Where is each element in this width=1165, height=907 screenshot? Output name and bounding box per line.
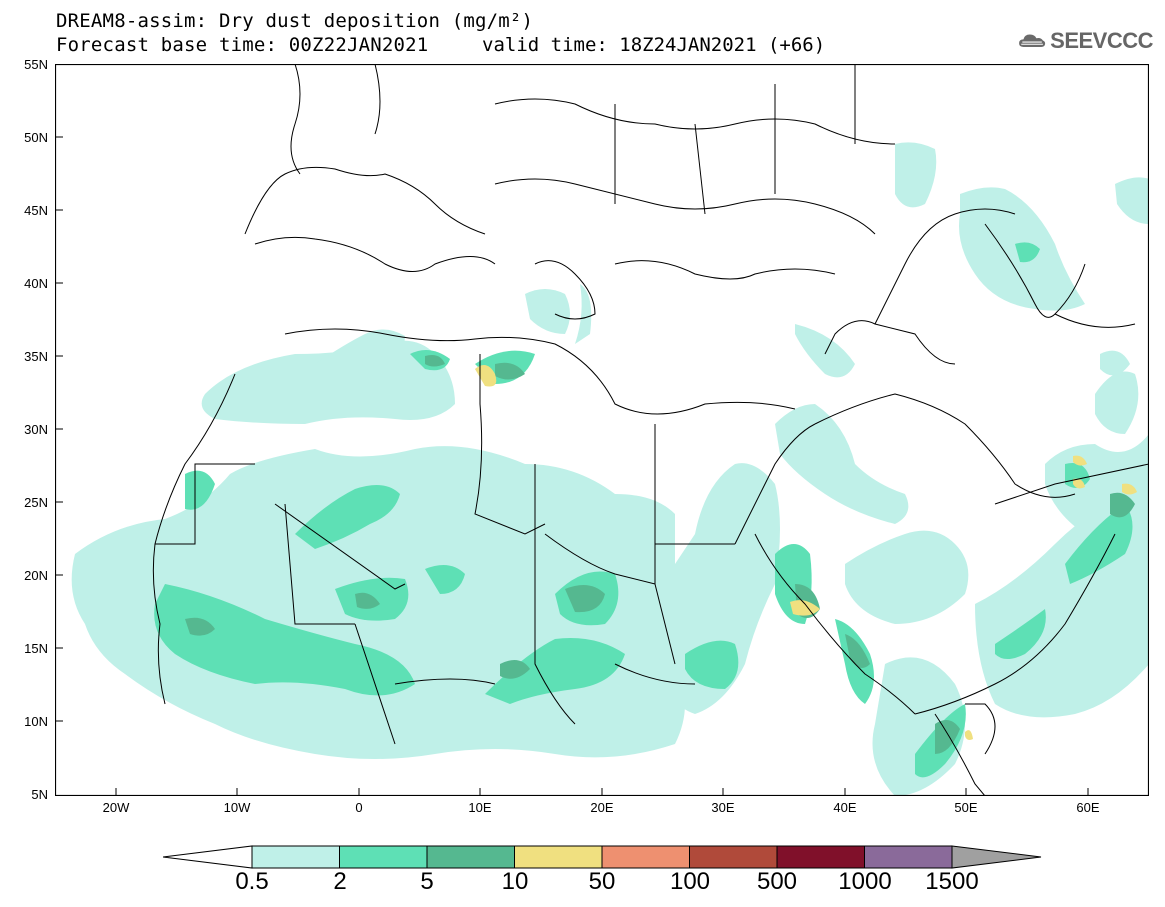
lat-label: 55N [24, 57, 48, 72]
map-title: DREAM8-assim: Dry dust deposition (mg/m²… [56, 10, 534, 32]
colorbar-label: 500 [756, 868, 798, 895]
lat-label: 5N [31, 787, 48, 802]
colorbar-label: 0.5 [235, 868, 269, 895]
cloud-icon [1019, 34, 1046, 47]
colorbar-label: 1500 [925, 868, 979, 895]
lat-label: 40N [24, 276, 48, 291]
colorbar-swatch [601, 845, 690, 869]
lon-label: 50E [954, 800, 978, 815]
lat-label: 15N [24, 641, 48, 656]
lon-label: 20W [102, 800, 130, 815]
lat-label: 45N [24, 203, 48, 218]
lon-label: 10E [468, 800, 492, 815]
lon-label: 40E [833, 800, 857, 815]
lat-label: 25N [24, 495, 48, 510]
colorbar-label: 1000 [838, 868, 892, 895]
valid-time: valid time: 18Z24JAN2021 (+66) [482, 34, 826, 56]
colorbar [163, 845, 1042, 869]
lat-label: 30N [24, 422, 48, 437]
colorbar-swatch [514, 845, 603, 869]
colorbar-label: 100 [669, 868, 711, 895]
colorbar-swatch [776, 845, 865, 869]
colorbar-label: 2 [333, 868, 347, 895]
logo-text: SEEVCCC [1050, 28, 1153, 53]
lat-label: 50N [24, 130, 48, 145]
dust-deposition-map [55, 64, 1149, 796]
lon-label: 20E [590, 800, 614, 815]
coastlines-borders [152, 64, 1149, 796]
lat-label: 35N [24, 349, 48, 364]
colorbar-swatch [864, 845, 953, 869]
colorbar-label: 5 [420, 868, 434, 895]
lon-label: 0 [355, 800, 363, 815]
colorbar-label: 50 [588, 868, 616, 895]
lat-label: 10N [24, 714, 48, 729]
dust-level-10 [475, 365, 1137, 740]
seevccc-logo: SEEVCCC [1018, 24, 1153, 58]
axis-ticks [55, 64, 1089, 796]
lon-label: 30E [711, 800, 735, 815]
colorbar-label: 10 [501, 868, 529, 895]
colorbar-over-arrow [951, 845, 1042, 869]
colorbar-swatch [426, 845, 515, 869]
colorbar-swatch [251, 845, 340, 869]
lon-label: 60E [1076, 800, 1100, 815]
lat-label: 20N [24, 568, 48, 583]
forecast-base-time: Forecast base time: 00Z22JAN2021 [56, 34, 429, 56]
colorbar-swatch [689, 845, 778, 869]
lon-label: 10W [223, 800, 251, 815]
colorbar-swatch [339, 845, 428, 869]
colorbar-under-arrow [163, 845, 253, 869]
